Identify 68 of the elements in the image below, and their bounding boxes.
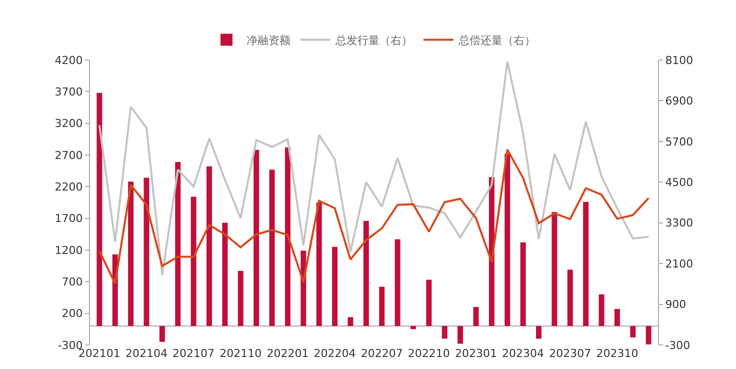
- y2-tick-label: 2100: [665, 257, 694, 270]
- line-series: [98, 148, 650, 285]
- bar: [646, 326, 652, 344]
- x-tick-label: 202204: [314, 347, 356, 360]
- x-tick-label: 202307: [549, 347, 592, 360]
- bar: [254, 150, 260, 326]
- bar: [426, 280, 432, 326]
- bar: [332, 246, 338, 326]
- line-series: [98, 60, 650, 276]
- y2-tick-label: 8100: [665, 54, 694, 67]
- bar: [458, 326, 464, 344]
- y-tick-label: 200: [62, 307, 83, 320]
- bar: [630, 326, 636, 338]
- legend-label: 总偿还量（右）: [458, 34, 536, 48]
- bar: [206, 166, 212, 326]
- bar: [567, 270, 573, 326]
- legend-label: 净融资额: [246, 34, 290, 48]
- x-tick-label: 202207: [360, 347, 403, 360]
- y-tick-label: 3200: [54, 117, 83, 130]
- bar: [190, 196, 196, 326]
- legend-label: 总发行量（右）: [334, 34, 412, 48]
- y2-tick-label: 3300: [665, 216, 694, 230]
- bar: [238, 270, 244, 326]
- bar: [410, 326, 416, 330]
- bar: [284, 147, 290, 326]
- y-tick-label: 700: [62, 276, 83, 289]
- y2-tick-label: 5700: [665, 135, 694, 148]
- bar: [96, 92, 102, 326]
- bar: [175, 162, 181, 326]
- x-tick-label: 202110: [220, 347, 262, 360]
- bar: [379, 286, 385, 326]
- bar: [614, 308, 620, 326]
- y-tick-label: 1200: [54, 244, 83, 257]
- bar: [583, 202, 589, 326]
- bar: [222, 222, 228, 326]
- x-tick-label: 202201: [266, 347, 309, 360]
- bar: [269, 170, 275, 326]
- y-tick-label: 2700: [54, 148, 83, 162]
- x-tick-label: 202104: [125, 347, 168, 360]
- x-tick-label: 202107: [172, 347, 215, 360]
- bar: [552, 212, 558, 326]
- y-tick-label: -300: [58, 338, 83, 352]
- x-tick-label: 202301: [454, 347, 497, 360]
- bar: [363, 220, 369, 326]
- x-tick-label: 202310: [596, 347, 638, 360]
- bar: [598, 294, 604, 326]
- y-tick-label: 4200: [54, 54, 83, 67]
- bar: [520, 242, 526, 326]
- bar: [488, 177, 494, 326]
- bar: [144, 178, 150, 326]
- bar: [316, 202, 322, 326]
- bar: [473, 307, 479, 326]
- x-tick-label: 202304: [502, 347, 544, 360]
- y2-tick-label: 4500: [665, 176, 694, 189]
- bar: [128, 182, 134, 326]
- y2-tick-label: -300: [665, 338, 690, 352]
- y2-tick-label: 900: [665, 298, 686, 312]
- bar: [536, 326, 542, 339]
- x-tick-label: 202210: [408, 347, 450, 360]
- bar: [442, 326, 448, 339]
- bar: [394, 239, 400, 326]
- y-tick-label: 2200: [54, 180, 83, 194]
- y2-tick-label: 6900: [665, 94, 694, 108]
- bar: [348, 317, 354, 326]
- y-tick-label: 3700: [54, 86, 83, 99]
- bar: [504, 154, 510, 326]
- y-tick-label: 1700: [54, 212, 83, 226]
- bar: [159, 326, 165, 342]
